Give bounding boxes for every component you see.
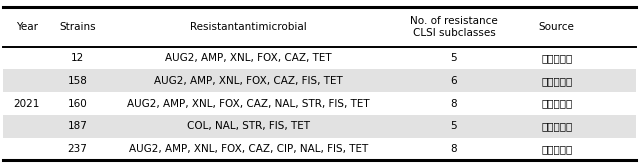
Bar	[3, 115, 636, 138]
Text: AUG2, AMP, XNL, FOX, CAZ, CIP, NAL, FIS, TET: AUG2, AMP, XNL, FOX, CAZ, CIP, NAL, FIS,…	[128, 144, 368, 154]
Text: 8: 8	[450, 99, 458, 109]
Text: AUG2, AMP, XNL, FOX, CAZ, TET: AUG2, AMP, XNL, FOX, CAZ, TET	[165, 53, 332, 63]
Text: 12: 12	[71, 53, 84, 63]
Text: Year: Year	[16, 22, 38, 32]
Text: Strains: Strains	[59, 22, 96, 32]
Text: 닭고기수입: 닭고기수입	[541, 99, 573, 109]
Text: 8: 8	[450, 144, 458, 154]
Text: 237: 237	[68, 144, 88, 154]
Text: 160: 160	[68, 99, 88, 109]
Text: 닭고기수입: 닭고기수입	[541, 121, 573, 131]
Text: 5: 5	[450, 121, 458, 131]
Text: 187: 187	[68, 121, 88, 131]
Text: 6: 6	[450, 76, 458, 86]
Text: 닭고기수입: 닭고기수입	[541, 144, 573, 154]
Text: 닭고기수입: 닭고기수입	[541, 76, 573, 86]
Text: No. of resistance
CLSI subclasses: No. of resistance CLSI subclasses	[410, 16, 498, 38]
Bar	[3, 69, 636, 92]
Text: 5: 5	[450, 53, 458, 63]
Text: 158: 158	[68, 76, 88, 86]
Text: COL, NAL, STR, FIS, TET: COL, NAL, STR, FIS, TET	[187, 121, 310, 131]
Text: 닭고기수입: 닭고기수입	[541, 53, 573, 63]
Text: AUG2, AMP, XNL, FOX, CAZ, FIS, TET: AUG2, AMP, XNL, FOX, CAZ, FIS, TET	[154, 76, 343, 86]
Text: 2021: 2021	[13, 99, 40, 109]
Text: Resistantantimicrobial: Resistantantimicrobial	[190, 22, 307, 32]
Text: Source: Source	[539, 22, 574, 32]
Text: AUG2, AMP, XNL, FOX, CAZ, NAL, STR, FIS, TET: AUG2, AMP, XNL, FOX, CAZ, NAL, STR, FIS,…	[127, 99, 369, 109]
